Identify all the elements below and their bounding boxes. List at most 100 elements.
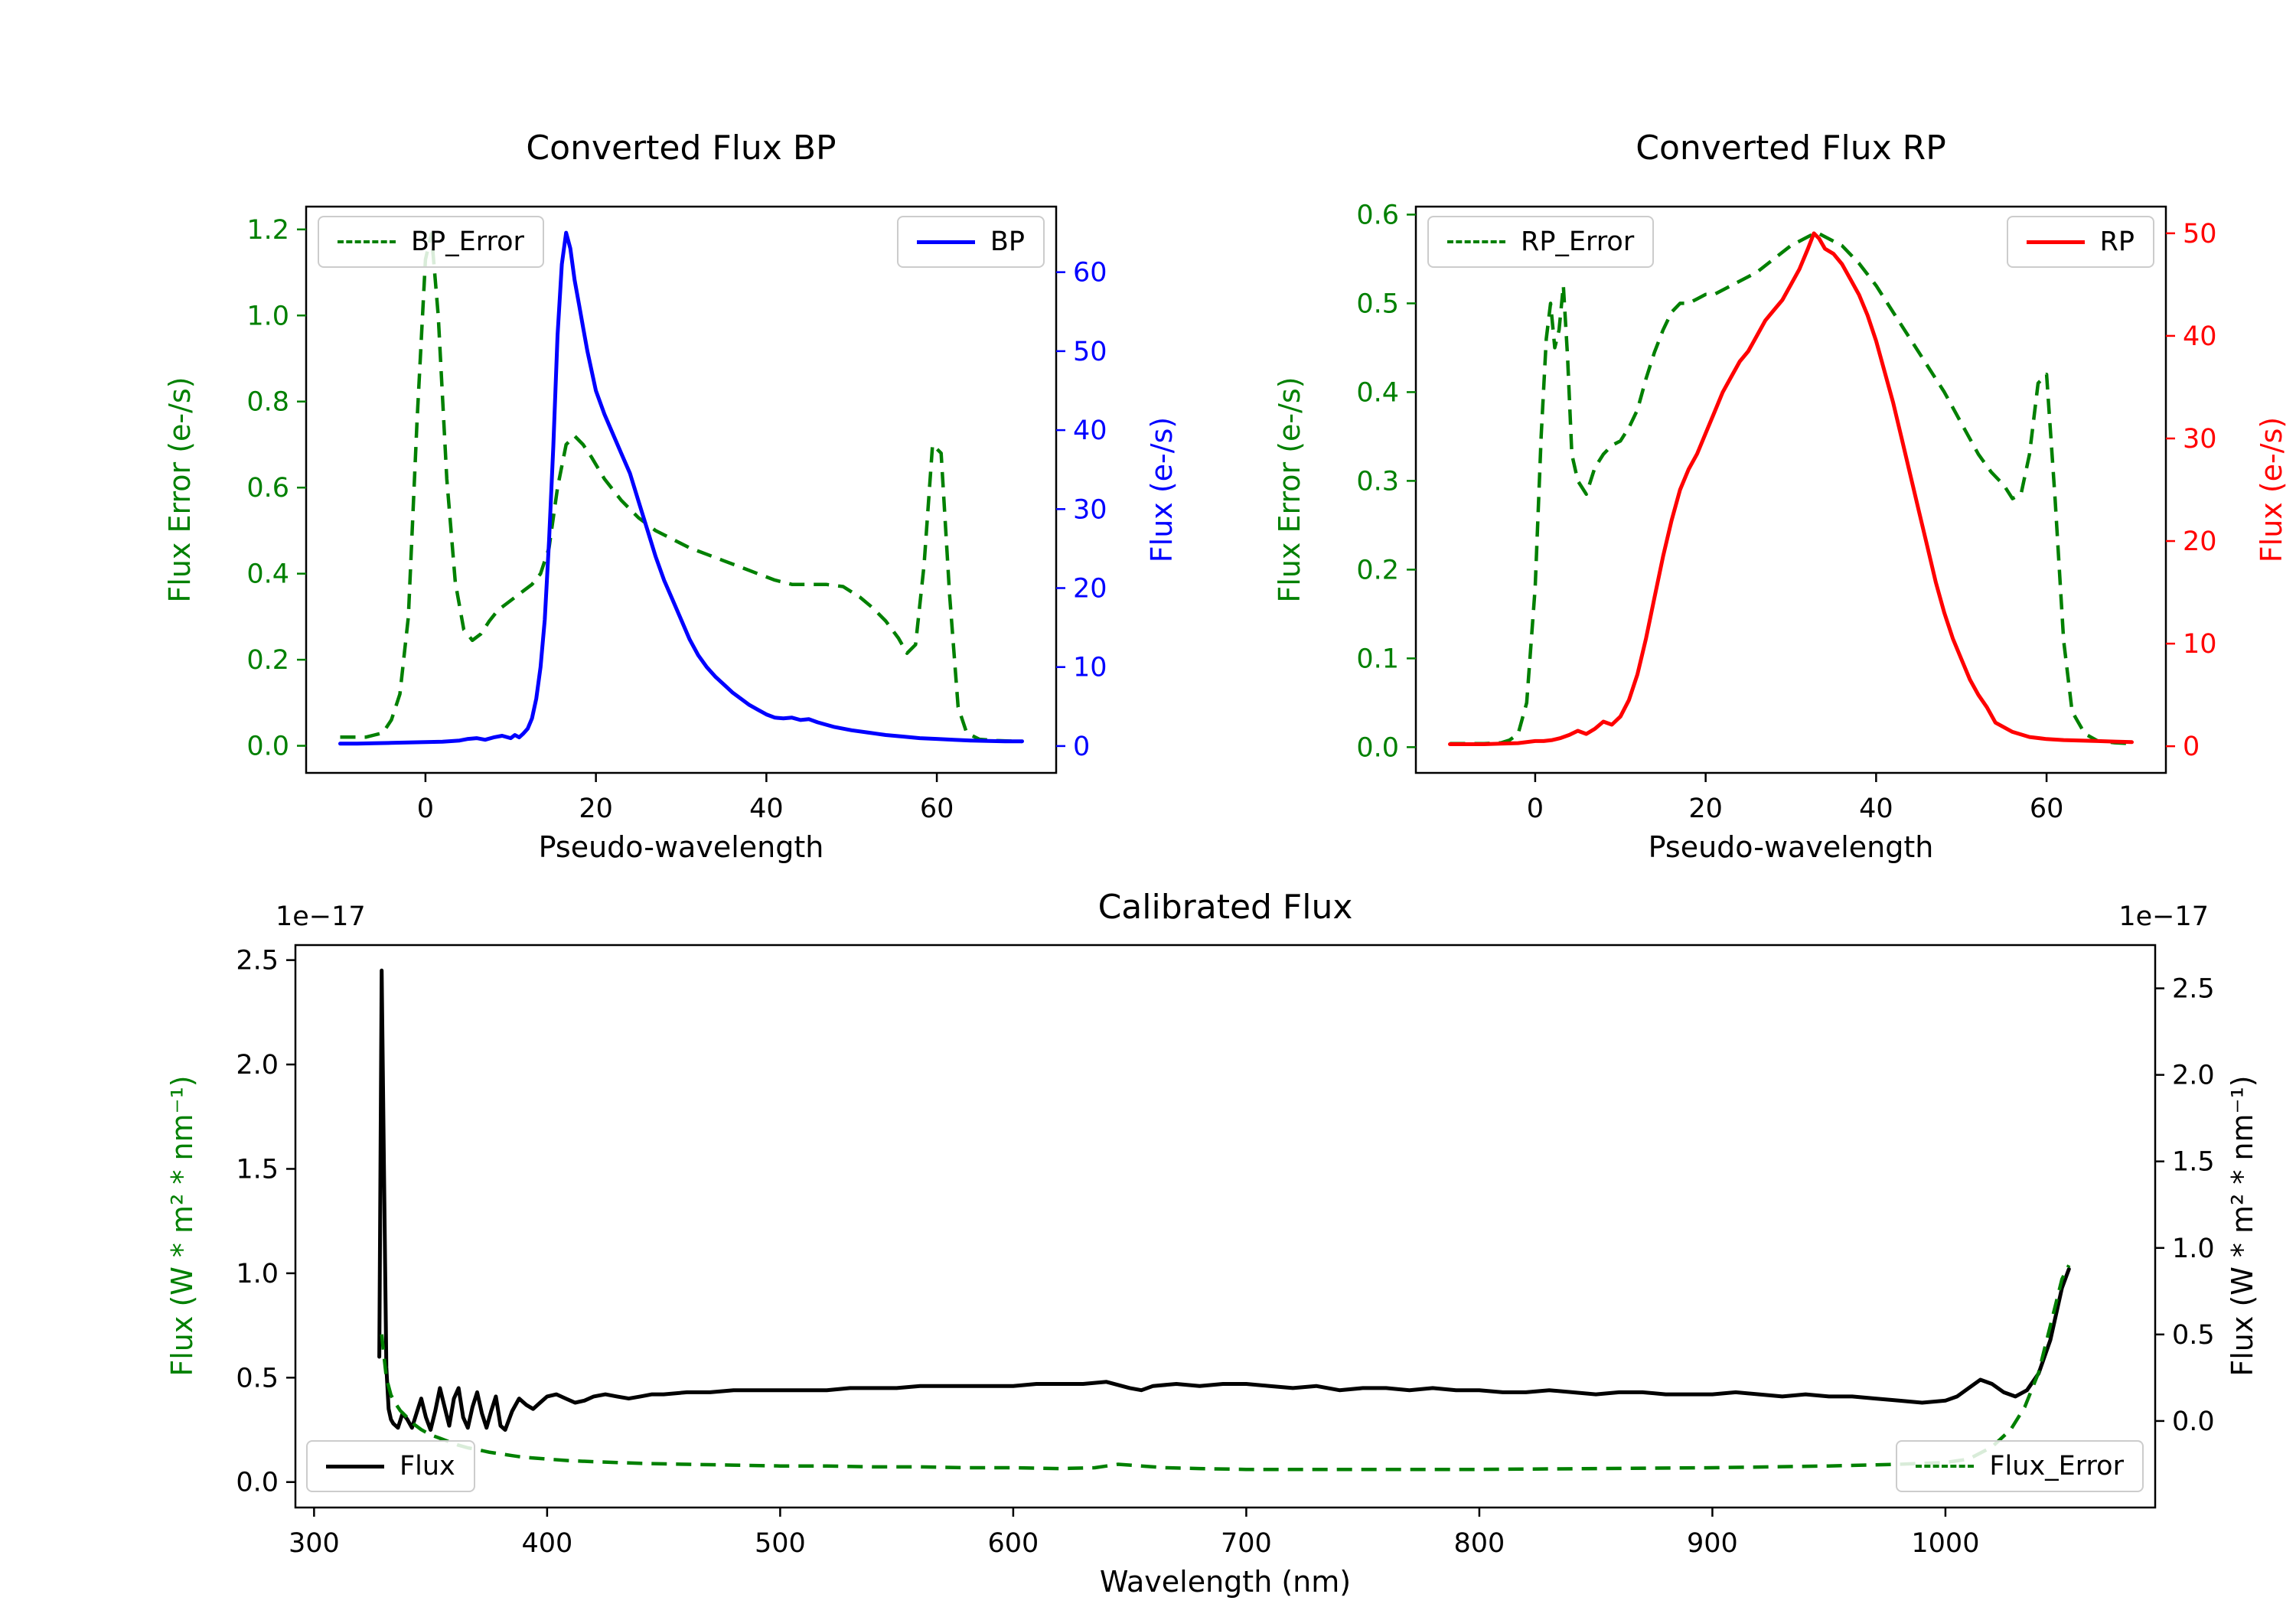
x-tick-label: 1000 xyxy=(1911,1528,1979,1559)
left-tick-label: 0.6 xyxy=(1356,200,1399,230)
y-axis-label-right-bp: Flux (e-/s) xyxy=(1145,416,1179,563)
y-axis-label-left-rp: Flux Error (e-/s) xyxy=(1273,376,1306,603)
plot-area-cal: 300 400 500 600 700 800 900 1000 0.0 0.5 1.0 1.5 2.0… xyxy=(236,944,2215,1559)
left-tick-label: 0.5 xyxy=(236,1363,279,1393)
x-tick-label: 500 xyxy=(755,1528,806,1559)
legend-label: Flux xyxy=(400,1451,455,1482)
series-line-rp xyxy=(1448,231,2134,746)
right-tick-label: 1.0 xyxy=(2172,1234,2215,1264)
left-tick-label: 0.8 xyxy=(246,387,289,418)
left-tick-label: 0.1 xyxy=(1356,644,1399,674)
left-tick-label: 1.0 xyxy=(246,301,289,331)
x-tick-label: 40 xyxy=(749,794,784,824)
x-tick-label: 60 xyxy=(2030,794,2064,824)
x-tick-label: 800 xyxy=(1454,1528,1505,1559)
x-tick-label: 400 xyxy=(521,1528,572,1559)
right-tick-label: 10 xyxy=(2183,629,2217,660)
legend-line-sample-dashed xyxy=(1447,240,1505,243)
axis-offset-text-left: 1e−17 xyxy=(276,901,366,932)
legend-bp: BP xyxy=(896,216,1045,268)
chart-converted-flux-rp: 0 20 40 60 0.0 0.1 0.2 0.3 0.4 0.5 0.6 0 10 20 30 40 50 … xyxy=(1217,99,2296,903)
x-axis-label-rp: Pseudo-wavelength xyxy=(1648,830,1934,864)
right-tick-label: 0 xyxy=(2183,732,2200,762)
plot-area-bp: 0 20 40 60 0.0 0.2 0.4 0.6 0.8 1.0 1.2 0 10 20 30 40 50 6… xyxy=(246,205,1107,824)
right-tick-label: 50 xyxy=(1073,337,1107,367)
x-tick-label: 700 xyxy=(1221,1528,1272,1559)
y-axis-label-right-rp: Flux (e-/s) xyxy=(2255,416,2288,563)
legend-label: RP xyxy=(2099,227,2135,257)
legend-line-sample-solid xyxy=(326,1464,384,1468)
right-tick-label: 0.5 xyxy=(2172,1320,2215,1351)
left-tick-label: 0.0 xyxy=(236,1468,279,1498)
axes-spines xyxy=(1414,205,2167,774)
right-tick-label: 0 xyxy=(1073,732,1090,762)
legend-label: BP xyxy=(990,227,1025,257)
x-axis-label-bp: Pseudo-wavelength xyxy=(538,830,824,864)
right-tick-label: 40 xyxy=(2183,321,2217,352)
right-tick-label: 2.5 xyxy=(2172,974,2215,1005)
chart-converted-flux-bp: 0 20 40 60 0.0 0.2 0.4 0.6 0.8 1.0 1.2 0 10 20 30 40 50 6… xyxy=(107,99,1186,903)
axes-spines xyxy=(305,205,1058,774)
legend-line-sample-solid xyxy=(2026,240,2085,244)
left-tick-label: 0.0 xyxy=(1356,732,1399,763)
series-line-bp_error xyxy=(340,232,1022,744)
left-tick-label: 0.2 xyxy=(1356,555,1399,585)
right-tick-label: 50 xyxy=(2183,219,2217,249)
legend-line-sample-dashed xyxy=(1916,1465,1975,1468)
legend-rp: RP xyxy=(2006,216,2154,268)
left-tick-label: 1.5 xyxy=(236,1154,279,1185)
x-tick-label: 0 xyxy=(1527,794,1544,824)
legend-line-sample-dashed xyxy=(338,240,396,243)
right-tick-label: 20 xyxy=(1073,573,1107,604)
right-tick-label: 1.5 xyxy=(2172,1147,2215,1178)
right-tick-label: 10 xyxy=(1073,653,1107,683)
y-axis-label-right-cal: Flux (W * m² * nm⁻¹) xyxy=(2226,1075,2259,1377)
left-tick-label: 0.4 xyxy=(246,559,289,590)
left-tick-label: 0.6 xyxy=(246,473,289,504)
chart-title-cal: Calibrated Flux xyxy=(1097,888,1353,927)
y-axis-label-left-bp: Flux Error (e-/s) xyxy=(163,376,197,603)
right-tick-label: 30 xyxy=(2183,424,2217,455)
axis-offset-text-right: 1e−17 xyxy=(2118,901,2209,932)
left-tick-label: 0.4 xyxy=(1356,377,1399,408)
x-tick-label: 20 xyxy=(579,794,613,824)
right-tick-label: 0.0 xyxy=(2172,1407,2215,1437)
left-tick-label: 0.3 xyxy=(1356,466,1399,497)
left-tick-label: 0.0 xyxy=(246,732,289,762)
legend-label: BP_Error xyxy=(411,227,524,257)
x-tick-label: 20 xyxy=(1688,794,1723,824)
legend-bp-error: BP_Error xyxy=(318,216,544,268)
legend-line-sample-solid xyxy=(916,240,975,244)
x-tick-label: 300 xyxy=(289,1528,340,1559)
axes-spines xyxy=(294,944,2157,1509)
left-tick-label: 0.2 xyxy=(246,645,289,676)
legend-label: RP_Error xyxy=(1521,227,1635,257)
plot-area-rp: 0 20 40 60 0.0 0.1 0.2 0.3 0.4 0.5 0.6 0 10 20 30 40 50 xyxy=(1356,200,2217,824)
legend-rp-error: RP_Error xyxy=(1427,216,1655,268)
x-axis-label-cal: Wavelength (nm) xyxy=(1099,1565,1352,1599)
legend-flux: Flux xyxy=(306,1440,475,1492)
x-tick-label: 0 xyxy=(417,794,434,824)
right-tick-label: 20 xyxy=(2183,526,2217,557)
right-tick-label: 2.0 xyxy=(2172,1061,2215,1091)
chart-calibrated-flux: 300 400 500 600 700 800 900 1000 0.0 0.5 1.0 1.5 2.0… xyxy=(99,880,2296,1607)
x-tick-label: 60 xyxy=(920,794,954,824)
left-tick-label: 2.5 xyxy=(236,946,279,976)
series-line-rp_error xyxy=(1450,230,2132,745)
series-line-flux_error xyxy=(380,1264,2071,1472)
x-tick-label: 900 xyxy=(1687,1528,1738,1559)
right-tick-label: 40 xyxy=(1073,416,1107,446)
right-tick-label: 30 xyxy=(1073,494,1107,525)
legend-label: Flux_Error xyxy=(1989,1451,2124,1482)
y-axis-label-left-cal: Flux (W * m² * nm⁻¹) xyxy=(165,1075,199,1377)
legend-flux-error: Flux_Error xyxy=(1896,1440,2144,1492)
chart-title-rp: Converted Flux RP xyxy=(1636,129,1946,168)
left-tick-label: 2.0 xyxy=(236,1050,279,1081)
x-tick-label: 600 xyxy=(987,1528,1039,1559)
series-line-bp xyxy=(338,230,1024,746)
series-line-flux xyxy=(377,968,2071,1432)
x-tick-label: 40 xyxy=(1859,794,1893,824)
left-tick-label: 0.5 xyxy=(1356,288,1399,319)
chart-title-bp: Converted Flux BP xyxy=(526,129,837,168)
